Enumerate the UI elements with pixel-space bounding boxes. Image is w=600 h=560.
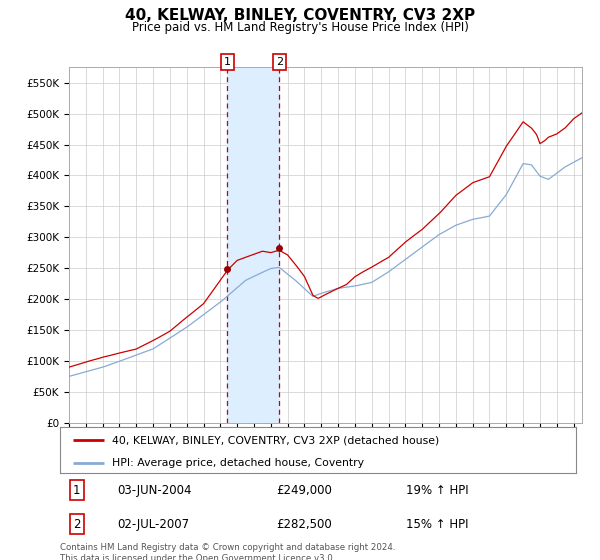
Text: 19% ↑ HPI: 19% ↑ HPI bbox=[406, 484, 469, 497]
Text: 03-JUN-2004: 03-JUN-2004 bbox=[117, 484, 191, 497]
Text: 40, KELWAY, BINLEY, COVENTRY, CV3 2XP: 40, KELWAY, BINLEY, COVENTRY, CV3 2XP bbox=[125, 8, 475, 24]
Text: £249,000: £249,000 bbox=[277, 484, 332, 497]
Text: HPI: Average price, detached house, Coventry: HPI: Average price, detached house, Cove… bbox=[112, 458, 364, 468]
Text: 40, KELWAY, BINLEY, COVENTRY, CV3 2XP (detached house): 40, KELWAY, BINLEY, COVENTRY, CV3 2XP (d… bbox=[112, 435, 439, 445]
Text: 2: 2 bbox=[73, 518, 80, 531]
Text: 1: 1 bbox=[224, 57, 231, 67]
Text: £282,500: £282,500 bbox=[277, 518, 332, 531]
Text: 02-JUL-2007: 02-JUL-2007 bbox=[117, 518, 189, 531]
Text: 1: 1 bbox=[73, 484, 80, 497]
Bar bbox=[227, 67, 279, 423]
Text: Price paid vs. HM Land Registry's House Price Index (HPI): Price paid vs. HM Land Registry's House … bbox=[131, 21, 469, 34]
Text: 15% ↑ HPI: 15% ↑ HPI bbox=[406, 518, 468, 531]
Text: 2: 2 bbox=[275, 57, 283, 67]
Text: Contains HM Land Registry data © Crown copyright and database right 2024.
This d: Contains HM Land Registry data © Crown c… bbox=[60, 543, 395, 560]
